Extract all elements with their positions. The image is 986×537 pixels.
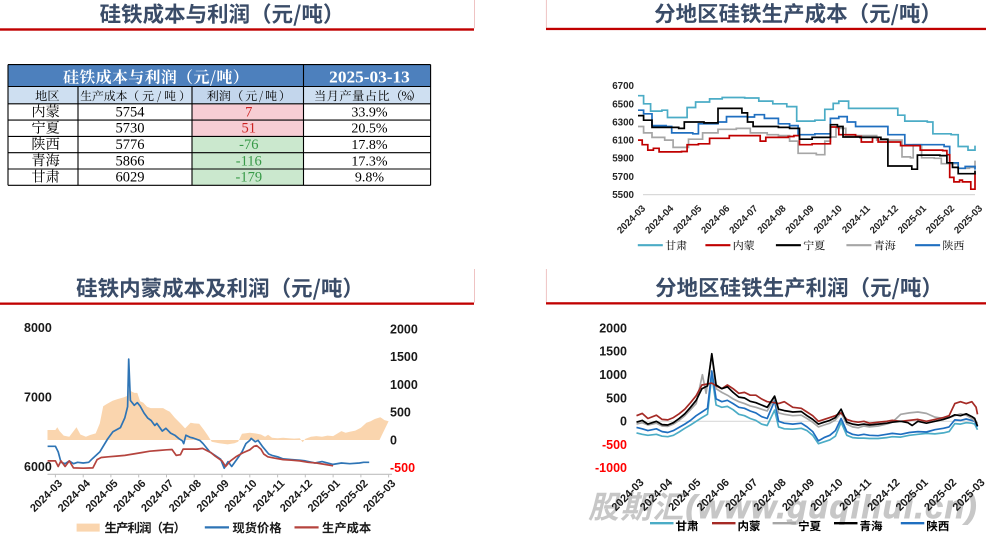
svg-text:8000: 8000 [24,321,52,335]
svg-text:1500: 1500 [390,350,418,364]
svg-text:5730: 5730 [116,121,145,137]
svg-text:2024-04: 2024-04 [643,203,676,236]
svg-text:-116: -116 [236,153,262,169]
svg-text:6029: 6029 [116,170,145,186]
svg-text:6700: 6700 [612,81,634,92]
svg-text:-179: -179 [236,170,263,186]
svg-text:33.9%: 33.9% [351,105,388,120]
svg-text:17.3%: 17.3% [351,154,388,169]
svg-text:2024-06: 2024-06 [699,203,732,236]
svg-text:%: % [402,89,412,103]
svg-text:1000: 1000 [599,368,627,382]
svg-text:2024-11: 2024-11 [840,203,873,236]
svg-text:6500: 6500 [612,99,634,110]
svg-text:2024-10: 2024-10 [812,203,845,236]
svg-text:2000: 2000 [390,323,418,337]
svg-text:20.5%: 20.5% [351,122,388,137]
svg-text:1500: 1500 [599,345,627,359]
svg-text:6300: 6300 [612,117,634,128]
svg-text:17.8%: 17.8% [351,138,388,153]
svg-text:7: 7 [245,104,252,120]
svg-text:5866: 5866 [116,153,145,169]
svg-text:2024-12: 2024-12 [868,203,901,236]
svg-text:-500: -500 [602,438,627,452]
svg-text:500: 500 [606,391,627,405]
svg-text:5700: 5700 [612,172,634,183]
svg-text:2000: 2000 [599,321,627,335]
svg-text:2024-08: 2024-08 [756,203,789,236]
svg-text:2024-05: 2024-05 [671,203,704,236]
svg-text:9.8%: 9.8% [355,171,385,186]
svg-text:6000: 6000 [24,460,52,474]
svg-text:0: 0 [620,415,627,429]
svg-text:2024-07: 2024-07 [727,203,760,236]
svg-text:5900: 5900 [612,154,634,165]
svg-text:500: 500 [390,406,411,420]
svg-text:2024-09: 2024-09 [784,203,817,236]
svg-text:5754: 5754 [116,104,146,120]
svg-text:-1000: -1000 [595,461,627,475]
svg-text:2025-03-13: 2025-03-13 [329,67,410,86]
svg-text:2025-03: 2025-03 [952,203,985,236]
svg-text:-500: -500 [390,461,415,475]
svg-text:5500: 5500 [612,190,634,201]
svg-text:2025-01: 2025-01 [896,203,929,236]
svg-text:5776: 5776 [116,137,145,153]
svg-text:6100: 6100 [612,136,634,147]
svg-text:2024-03: 2024-03 [615,203,648,236]
svg-text:2025-02: 2025-02 [924,203,957,236]
svg-text:51: 51 [242,121,257,137]
svg-text:7000: 7000 [24,390,52,404]
svg-text:-76: -76 [239,137,258,153]
svg-text:(www.guqihui.cn): (www.guqihui.cn) [686,489,979,525]
svg-text:1000: 1000 [390,378,418,392]
svg-text:0: 0 [390,433,397,447]
